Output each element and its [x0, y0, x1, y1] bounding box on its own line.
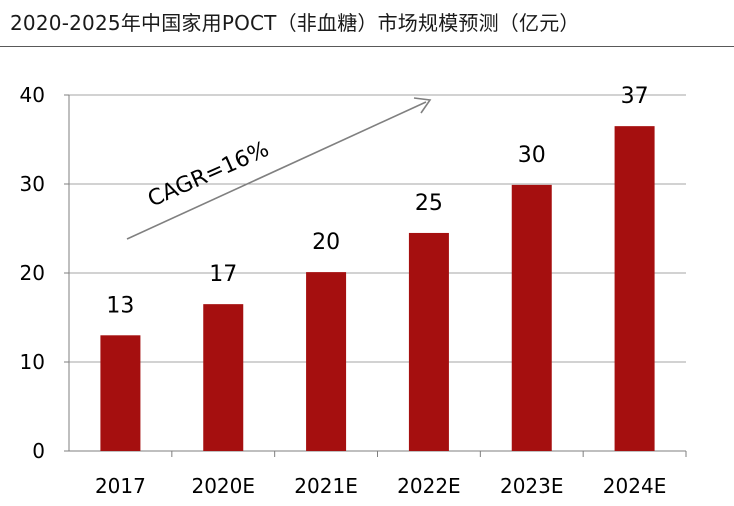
bars [100, 126, 655, 452]
cagr-annotation: CAGR=16% [126, 97, 432, 240]
y-tick-label-10: 10 [20, 350, 45, 374]
bar-2024E [614, 126, 655, 452]
axes [64, 94, 687, 457]
y-tick-label-20: 20 [20, 261, 45, 285]
bar-2023E [511, 184, 552, 451]
bar-2017 [100, 335, 141, 451]
x-tick-label-2017: 2017 [95, 474, 146, 498]
chart-title: 2020-2025年中国家用POCT（非血糖）市场规模预测（亿元） [10, 11, 580, 35]
bar-2020E [203, 304, 244, 451]
y-tick-label-0: 0 [32, 439, 45, 463]
y-tick-label-40: 40 [20, 83, 45, 107]
data-label-2023E: 30 [518, 143, 546, 168]
x-tick-label-2023E: 2023E [500, 474, 564, 498]
bar-2021E [306, 272, 347, 451]
title-divider [0, 46, 734, 47]
data-label-2020E: 17 [209, 262, 237, 287]
gridlines [69, 94, 686, 363]
data-label-2024E: 37 [621, 84, 649, 109]
bar-2022E [408, 232, 449, 451]
x-tick-label-2022E: 2022E [397, 474, 461, 498]
data-label-2017: 13 [106, 293, 134, 318]
x-tick-label-2021E: 2021E [294, 474, 358, 498]
data-labels: 13 17 20 25 30 37 [106, 84, 648, 318]
x-tick-label-2024E: 2024E [603, 474, 667, 498]
x-tick-label-2020E: 2020E [191, 474, 255, 498]
data-label-2021E: 20 [312, 230, 340, 255]
y-tick-label-30: 30 [20, 172, 45, 196]
cagr-arrow-line [126, 101, 427, 240]
data-label-2022E: 25 [415, 191, 443, 216]
cagr-arrowhead [413, 97, 432, 114]
